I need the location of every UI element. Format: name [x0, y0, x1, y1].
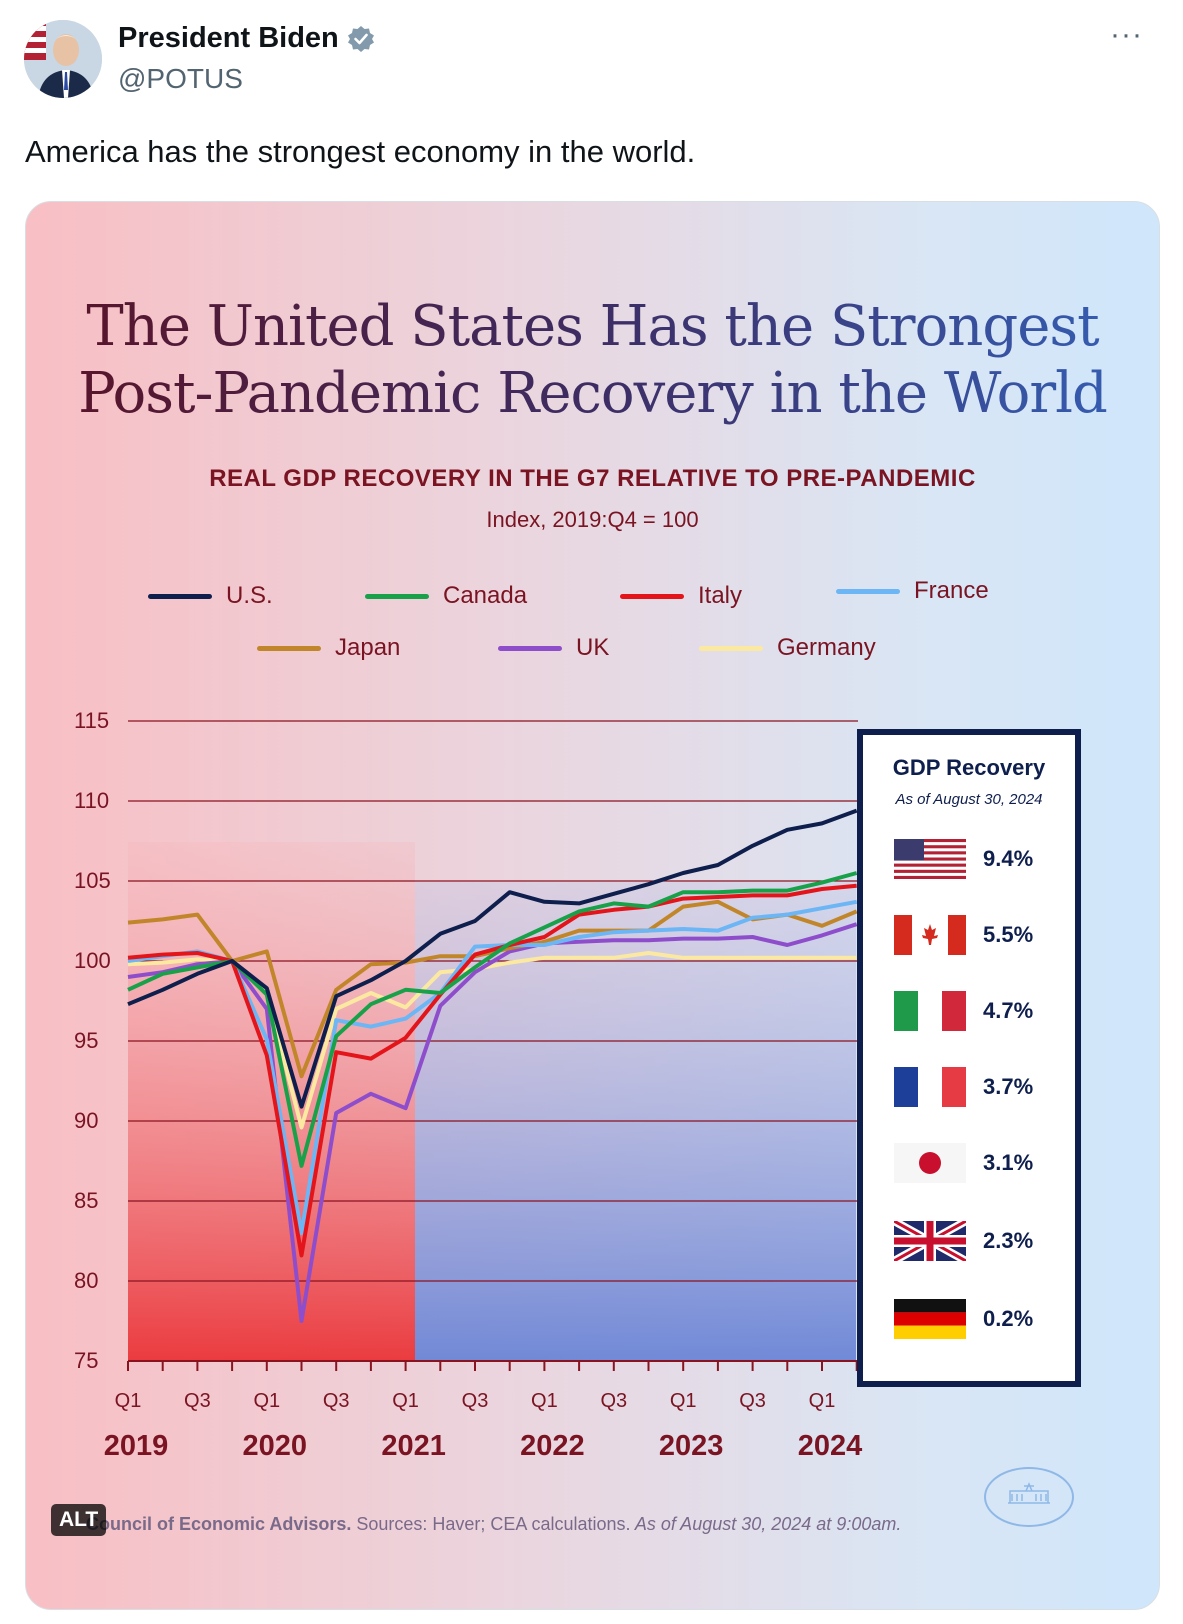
x-tick-label: Q1 — [669, 1390, 697, 1412]
x-tick-label: Q1 — [392, 1390, 419, 1412]
author-name-row[interactable]: President Biden — [118, 22, 375, 55]
y-tick-label: 100 — [74, 948, 111, 973]
legend-japan: Japan — [257, 634, 400, 662]
panel-title: GDP Recovery — [892, 755, 1046, 780]
year-label: 2021 — [381, 1430, 446, 1462]
legend-label-us: U.S. — [226, 582, 273, 609]
gdp-recovery-panel: GDP Recovery As of August 30, 2024 9.4% … — [857, 729, 1081, 1387]
tweet-text: America has the strongest economy in the… — [25, 134, 696, 169]
year-label: 2023 — [658, 1430, 724, 1462]
pandemic-period-shading — [128, 842, 415, 1361]
alt-text-button[interactable]: ALT — [51, 1504, 107, 1536]
legend-swatch-us — [148, 593, 212, 599]
pct-uk: 2.3% — [983, 1228, 1034, 1253]
y-tick-label: 90 — [74, 1108, 99, 1133]
series-line-france — [127, 899, 858, 1235]
pct-japan: 3.1% — [983, 1150, 1034, 1175]
legend-swatch-france — [836, 588, 900, 594]
x-tick-label: Q1 — [114, 1390, 142, 1412]
author-name[interactable]: President Biden — [118, 22, 339, 54]
legend-france: France — [836, 577, 989, 605]
y-tick-label: 80 — [74, 1268, 99, 1293]
chart-title: REAL GDP RECOVERY IN THE G7 RELATIVE TO … — [209, 465, 976, 492]
legend-swatch-japan — [257, 645, 321, 651]
x-tick-label: Q3 — [739, 1390, 766, 1412]
legend-uk: UK — [498, 634, 609, 662]
legend-label-france: France — [914, 577, 989, 604]
white-house-logo-icon — [984, 1467, 1074, 1527]
legend-swatch-germany — [699, 645, 763, 651]
source-date: As of August 30, 2024 at 9:00am. — [630, 1514, 902, 1534]
avatar[interactable] — [24, 20, 102, 98]
series-line-us — [127, 808, 858, 1109]
headline-line-2: Post-Pandemic Recovery in the World — [26, 359, 1159, 429]
japan-flag-icon — [894, 1143, 966, 1183]
verified-badge-icon — [347, 25, 374, 52]
legend-swatch-italy — [620, 593, 684, 599]
legend-germany: Germany — [699, 634, 876, 662]
italy-flag-icon — [894, 991, 966, 1031]
germany-flag-icon — [894, 1299, 966, 1339]
series-line-italy — [127, 883, 857, 1258]
panel-date: As of August 30, 2024 — [895, 791, 1043, 808]
legend-label-italy: Italy — [698, 582, 743, 609]
chart-subtitle: Index, 2019:Q4 = 100 — [486, 507, 699, 532]
pct-us: 9.4% — [983, 846, 1034, 871]
gdp-line-chart — [127, 720, 858, 1371]
y-tick-label: 85 — [74, 1188, 99, 1213]
legend-canada: Canada — [365, 582, 527, 610]
legend-italy: Italy — [620, 582, 742, 610]
legend-label-uk: UK — [576, 634, 610, 661]
x-tick-label: Q1 — [531, 1390, 558, 1412]
y-tick-label: 110 — [74, 788, 110, 813]
series-line-uk — [127, 922, 858, 1323]
legend-swatch-canada — [365, 593, 429, 599]
legend-us: U.S. — [148, 582, 273, 610]
x-tick-label: Q1 — [253, 1390, 281, 1412]
series-line-japan — [127, 899, 858, 1079]
more-options-icon[interactable]: ··· — [1110, 18, 1143, 51]
avatar-image — [24, 20, 102, 98]
headline-line-1: The United States Has the Strongest — [26, 292, 1159, 362]
year-label: 2019 — [103, 1430, 169, 1462]
x-tick-label: Q3 — [600, 1390, 628, 1412]
pct-italy: 4.7% — [983, 998, 1034, 1023]
us-flag-icon — [894, 839, 966, 879]
legend-label-japan: Japan — [335, 634, 401, 661]
x-tick-label: Q1 — [808, 1390, 836, 1412]
series-line-canada — [127, 871, 858, 1168]
pct-germany: 0.2% — [983, 1306, 1034, 1331]
year-label: 2022 — [520, 1430, 585, 1462]
author-handle[interactable]: @POTUS — [118, 63, 243, 94]
source-org: Council of Economic Advisors. — [86, 1514, 352, 1534]
y-tick-label: 75 — [74, 1348, 99, 1373]
source-text: Sources: Haver; CEA calculations. — [351, 1514, 631, 1534]
legend-label-canada: Canada — [443, 582, 528, 609]
pct-canada: 5.5% — [983, 922, 1034, 947]
year-label: 2020 — [242, 1430, 308, 1462]
canada-flag-icon — [894, 915, 966, 955]
y-tick-label: 105 — [74, 868, 111, 893]
legend-swatch-uk — [498, 645, 562, 651]
france-flag-icon — [894, 1067, 966, 1107]
source-note: Council of Economic Advisors. Sources: H… — [86, 1514, 901, 1535]
x-tick-label: Q3 — [184, 1390, 211, 1412]
pct-france: 3.7% — [983, 1074, 1034, 1099]
tweet-image-card[interactable]: The United States Has the Strongest Post… — [25, 201, 1160, 1610]
y-tick-label: 95 — [74, 1028, 99, 1053]
y-tick-label: 115 — [74, 708, 110, 733]
year-label: 2024 — [797, 1430, 863, 1462]
x-tick-label: Q3 — [461, 1390, 489, 1412]
x-tick-label: Q3 — [322, 1390, 350, 1412]
uk-flag-icon — [894, 1221, 966, 1261]
legend-label-germany: Germany — [777, 634, 876, 661]
